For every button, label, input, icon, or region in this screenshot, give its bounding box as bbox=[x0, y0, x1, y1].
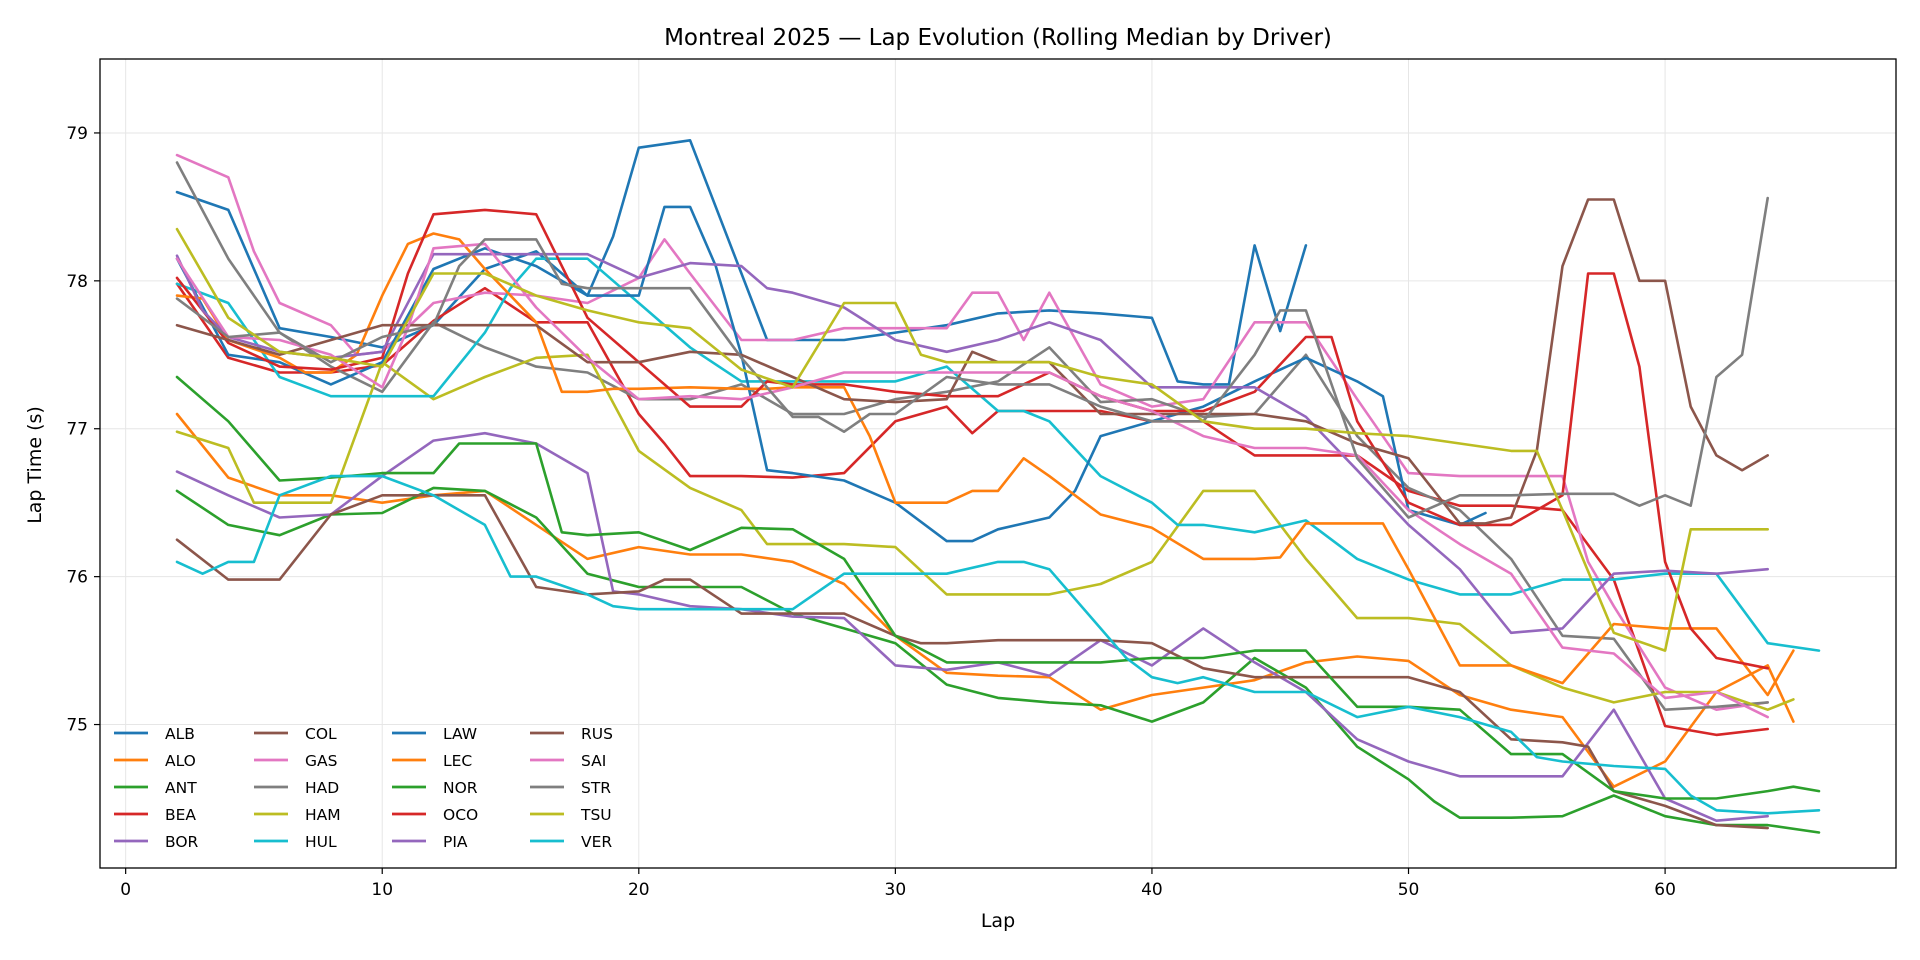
legend-label: PIA bbox=[443, 833, 468, 851]
series-layer bbox=[175, 139, 1821, 834]
legend-label: LAW bbox=[443, 725, 477, 743]
legend-label: BOR bbox=[165, 833, 199, 851]
legend-label: STR bbox=[581, 779, 611, 797]
y-axis: 75 76 77 78 79 bbox=[66, 124, 100, 736]
series-line-lec bbox=[175, 232, 1795, 697]
series-line-pia bbox=[175, 252, 1769, 635]
series-line-rus bbox=[175, 198, 1769, 525]
series-line-ant bbox=[175, 486, 1821, 834]
legend-label: HAM bbox=[305, 806, 341, 824]
legend-label: OCO bbox=[443, 806, 478, 824]
series-line-sai bbox=[175, 242, 1769, 719]
plot-frame bbox=[99, 58, 1897, 869]
y-tick-label: 76 bbox=[66, 568, 88, 588]
y-tick-label: 79 bbox=[66, 124, 88, 144]
legend-label: RUS bbox=[581, 725, 613, 743]
legend-label: NOR bbox=[443, 779, 478, 797]
series-line-str bbox=[175, 196, 1769, 519]
y-axis-label: Lap Time (s) bbox=[24, 406, 46, 524]
series-line-ver bbox=[175, 474, 1821, 815]
series-line-bor bbox=[175, 431, 1769, 823]
series-line-nor bbox=[175, 375, 1821, 800]
x-tick-label: 60 bbox=[1654, 880, 1676, 900]
legend-label: SAI bbox=[581, 752, 606, 770]
series-line-ham bbox=[175, 353, 1795, 712]
y-tick-label: 77 bbox=[66, 420, 88, 440]
series-line-tsu bbox=[175, 227, 1769, 652]
series-line-had bbox=[175, 161, 1769, 712]
series-line-hul bbox=[175, 257, 1821, 652]
legend-label: ALB bbox=[165, 725, 195, 743]
x-axis: 0 10 20 30 40 50 60 bbox=[120, 868, 1676, 900]
series-line-alo bbox=[175, 412, 1795, 789]
legend-label: VER bbox=[581, 833, 612, 851]
legend-label: GAS bbox=[305, 752, 337, 770]
legend-label: BEA bbox=[165, 806, 196, 824]
legend-label: HUL bbox=[305, 833, 337, 851]
x-tick-label: 0 bbox=[120, 880, 131, 900]
series-line-law bbox=[175, 205, 1487, 543]
grid bbox=[100, 59, 1896, 868]
x-tick-label: 10 bbox=[371, 880, 393, 900]
x-tick-label: 20 bbox=[628, 880, 650, 900]
legend: ALB ALO ANT BEA BOR COL GAS HAD HAM HUL LAW LEC NOR O… bbox=[114, 725, 613, 851]
x-tick-label: 30 bbox=[885, 880, 907, 900]
series-line-col bbox=[175, 493, 1769, 830]
y-tick-label: 78 bbox=[66, 272, 88, 292]
x-tick-label: 40 bbox=[1141, 880, 1163, 900]
y-tick-label: 75 bbox=[66, 716, 88, 736]
legend-label: ANT bbox=[165, 779, 197, 797]
x-axis-label: Lap bbox=[981, 910, 1015, 932]
series-line-bea bbox=[175, 282, 1769, 737]
series-line-gas bbox=[175, 153, 1769, 712]
legend-label: ALO bbox=[165, 752, 196, 770]
legend-label: COL bbox=[305, 725, 337, 743]
legend-label: HAD bbox=[305, 779, 339, 797]
chart-title: Montreal 2025 — Lap Evolution (Rolling M… bbox=[664, 25, 1332, 51]
x-tick-label: 50 bbox=[1398, 880, 1420, 900]
legend-label: TSU bbox=[580, 806, 612, 824]
legend-label: LEC bbox=[443, 752, 472, 770]
